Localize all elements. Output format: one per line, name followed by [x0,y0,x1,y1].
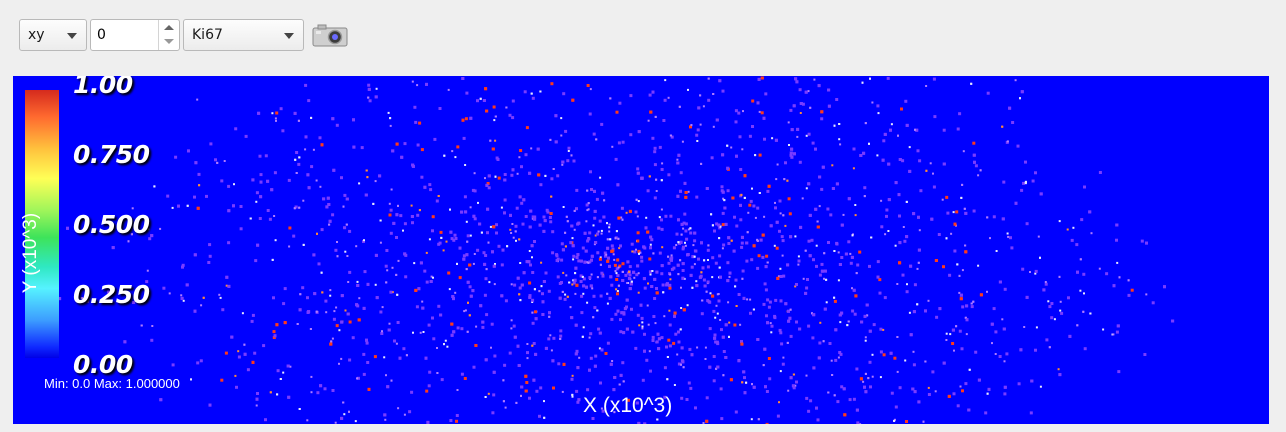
chevron-down-icon [67,33,77,39]
spin-up-button[interactable] [159,20,179,35]
spin-down-button[interactable] [159,35,179,50]
colorbar-tick-0500: 0.500 [73,210,150,239]
plane-select[interactable]: xy [19,19,87,51]
slice-spinbox[interactable] [90,19,180,51]
colorbar-tick-0250: 0.250 [73,280,150,309]
toolbar: xy Ki67 [0,0,1286,72]
colorbar-tick-0750: 0.750 [73,140,150,169]
x-axis-label: X (x10^3) [583,394,673,417]
slice-input[interactable] [97,26,157,44]
colorbar [25,90,59,358]
camera-icon [312,24,348,47]
min-max-readout: Min: 0.0 Max: 1.000000 [44,376,180,391]
snapshot-button[interactable] [310,19,350,51]
variable-select[interactable]: Ki67 [183,19,304,51]
spin-buttons [158,20,179,50]
variable-select-value: Ki67 [192,27,223,43]
plane-select-value: xy [28,27,45,43]
cell-density-map [58,76,1175,424]
colorbar-tick-min: 0.00 [73,350,133,379]
chevron-down-icon [284,33,294,39]
plot-viewport[interactable]: 1.00 0.750 0.500 0.250 0.00 Y (x10^3) Mi… [13,76,1269,424]
y-axis-label: Y (x10^3) [20,212,41,294]
colorbar-tick-max: 1.00 [73,76,133,99]
